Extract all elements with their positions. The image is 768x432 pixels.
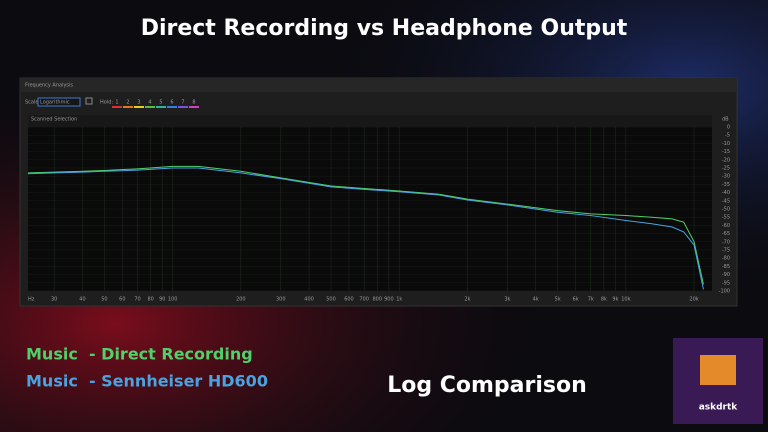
hold-button[interactable]: 1 [115,100,118,106]
logo-mixer [700,355,736,385]
x-tick-label: 60 [119,297,125,303]
y-axis-label: dB [722,117,729,123]
series-line [27,165,704,285]
y-tick-label: -25 [722,166,730,172]
x-tick-label: 8k [601,297,607,303]
plot-top [28,115,712,127]
y-tick-label: -80 [722,256,730,262]
hold-button[interactable]: 6 [170,100,173,106]
y-tick-label: -65 [722,231,730,237]
x-tick-label: 700 [359,297,369,303]
x-tick-label: 5k [555,297,561,303]
panel-header [20,78,737,92]
y-tick-label: -20 [722,157,730,163]
x-tick-label: 900 [384,297,394,303]
hold-buttons: 1 2 3 4 5 6 7 8 [112,100,199,108]
y-tick-label: -55 [722,215,730,221]
plot: 0 -5 -10 -15 -20 -25 -30 -35 -40 -45 -50 -55 -60 -65 -… [27,125,730,303]
y-tick-label: -90 [722,272,730,278]
x-tick-label: 200 [236,297,246,303]
chart-title: Direct Recording vs Headphone Output [141,16,628,41]
hold-button[interactable]: 4 [148,100,151,106]
x-tick-label: 7k [588,297,594,303]
panel-title: Frequency Analysis [25,83,73,89]
scale-label: Scale: [25,100,40,106]
x-tick-label: 3k [504,297,510,303]
hold-label: Hold: [100,100,113,106]
y-tick-label: -75 [722,248,730,254]
x-tick-label: 100 [168,297,178,303]
hold-button[interactable]: 7 [181,100,184,106]
y-tick-label: -5 [725,133,730,139]
hold-color [167,106,177,108]
x-tick-label: 40 [79,297,85,303]
y-tick-label: -15 [722,149,730,155]
legend-entry: Music - Sennheiser HD600 [26,372,268,391]
y-tick-label: -35 [722,182,730,188]
x-tick-label: 800 [373,297,383,303]
y-tick-label: -50 [722,207,730,213]
y-tick-label: -100 [719,289,730,295]
x-tick-label: 10k [621,297,630,303]
y-tick-label: 0 [727,125,730,131]
x-tick-label: 90 [159,297,165,303]
x-axis-label: Hz [28,297,35,303]
x-tick-label: 70 [134,297,140,303]
annotation: Log Comparison [387,373,587,398]
hold-color [123,106,133,108]
logo-text: askdrtk [699,403,739,413]
y-tick-label: -30 [722,174,730,180]
y-tick-label: -70 [722,239,730,245]
hold-color [134,106,144,108]
x-tick-label: 80 [147,297,153,303]
x-tick-label: 50 [101,297,107,303]
x-tick-label: 9k [612,297,618,303]
hold-color [112,106,122,108]
scale-value[interactable]: Logarithmic [40,100,70,106]
x-tick-label: 4k [533,297,539,303]
x-tick-label: 20k [689,297,698,303]
x-tick-label: 30 [51,297,57,303]
x-tick-label: 400 [304,297,314,303]
y-tick-label: -10 [722,141,730,147]
x-tick-label: 500 [326,297,336,303]
y-tick-label: -40 [722,190,730,196]
y-tick-label: -60 [722,223,730,229]
x-tick-label: 6k [573,297,579,303]
y-tick-label: -85 [722,264,730,270]
overlay-label: Scanned Selection [31,117,77,123]
x-tick-label: 2k [464,297,470,303]
hold-button[interactable]: 3 [137,100,140,106]
hold-color [178,106,188,108]
hold-button[interactable]: 2 [126,100,129,106]
series-line [27,167,704,290]
legend: Music - Direct Recording Music - Sennheis… [26,345,268,391]
x-tick-label: 300 [276,297,286,303]
y-tick-label: -95 [722,280,730,286]
y-tick-label: -45 [722,198,730,204]
x-tick-label: 1k [396,297,402,303]
icon[interactable] [85,97,93,105]
hold-color [189,106,199,108]
x-tick-label: 600 [344,297,354,303]
hold-button[interactable]: 8 [192,100,195,106]
hold-color [156,106,166,108]
legend-entry: Music - Direct Recording [26,345,253,364]
hold-color [145,106,155,108]
hold-button[interactable]: 5 [159,100,162,106]
scale-dropdown[interactable] [37,97,81,107]
